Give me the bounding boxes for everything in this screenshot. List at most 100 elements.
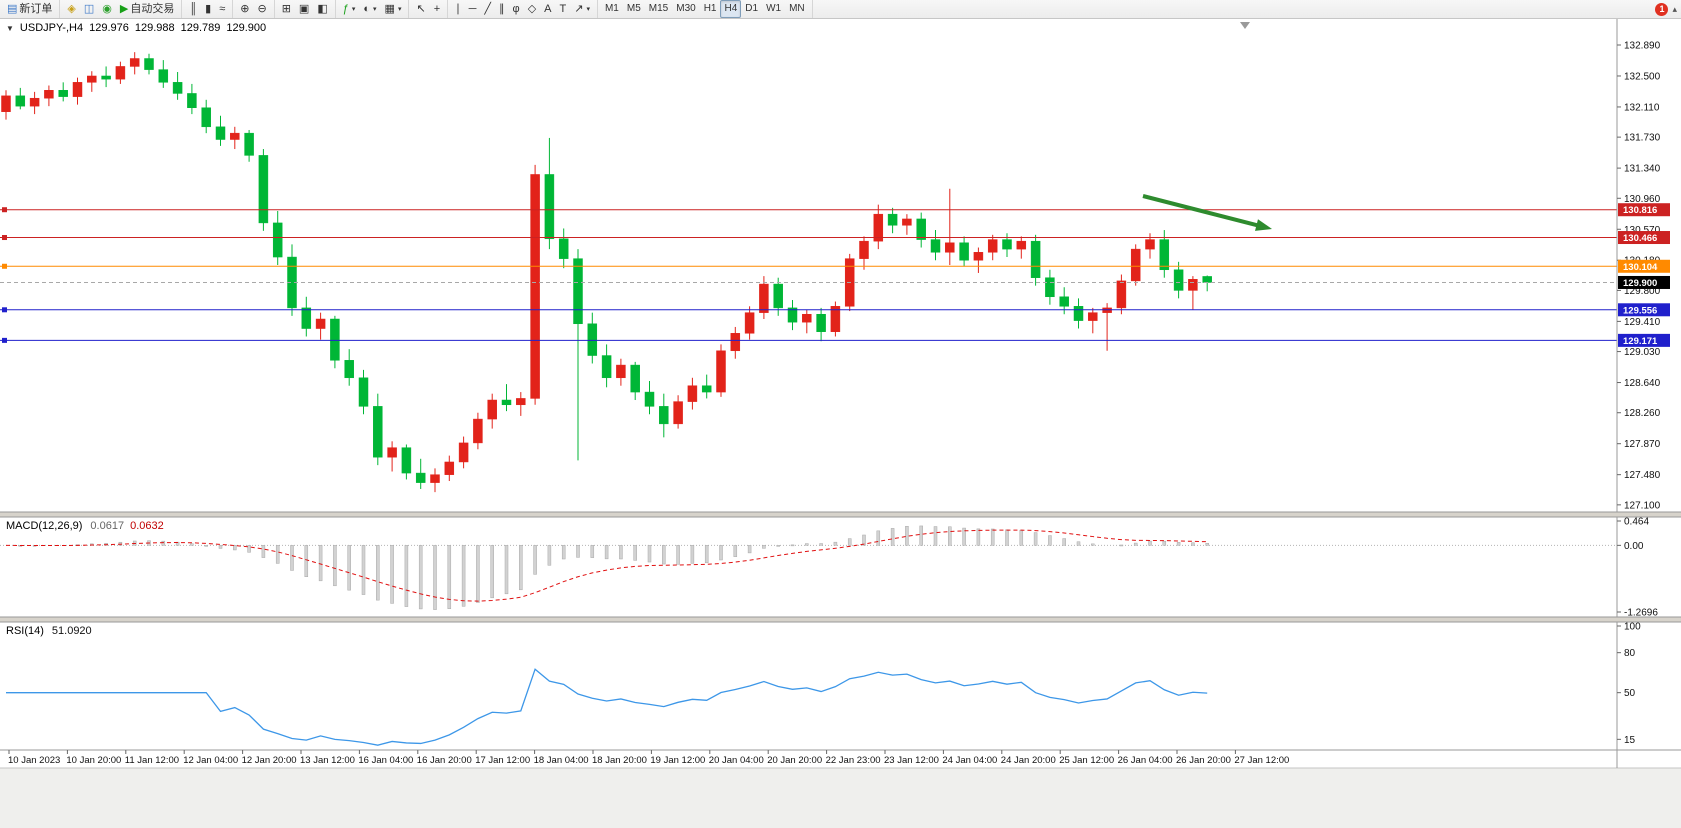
timeframe-m1-button[interactable]: M1 xyxy=(601,0,623,18)
resistance-line-1-badge[interactable]: 130.816 xyxy=(1618,203,1670,217)
resistance-line-1[interactable] xyxy=(0,207,1617,213)
zoom-out-icon: ⊖ xyxy=(257,2,267,15)
zoom-out-button[interactable]: ⊖ xyxy=(253,0,270,18)
channel-icon: ∥ xyxy=(499,2,505,15)
time-label: 24 Jan 04:00 xyxy=(942,755,997,766)
chevron-down-icon: ▾ xyxy=(397,6,402,13)
arrange-windows-button[interactable]: ▣ xyxy=(295,0,313,18)
market-watch-icon-button[interactable]: ◫ xyxy=(80,0,98,18)
timeframe-h4-button-label: H4 xyxy=(724,3,738,14)
crosshair-button[interactable]: + xyxy=(430,0,444,18)
tile-windows-button[interactable]: ⊞ xyxy=(278,0,295,18)
time-label: 23 Jan 12:00 xyxy=(884,755,939,766)
time-label: 12 Jan 20:00 xyxy=(242,755,297,766)
time-label: 20 Jan 20:00 xyxy=(767,755,822,766)
toolbar-group-windows: ⊞ ▣ ◧ xyxy=(275,0,336,18)
price-tick-label: 129.410 xyxy=(1624,317,1661,328)
periods-button[interactable]: ◐ ▾ xyxy=(359,0,380,18)
support-line-2-badge[interactable]: 129.171 xyxy=(1618,333,1670,347)
timeframe-m30-button[interactable]: M30 xyxy=(672,0,699,18)
pivot-line[interactable] xyxy=(0,263,1617,269)
channel-button[interactable]: ∥ xyxy=(495,0,509,18)
price-tick-label: 130.960 xyxy=(1624,194,1661,205)
shapes-icon: ◇ xyxy=(527,2,537,15)
timeframe-m30-button-label: M30 xyxy=(676,3,696,14)
cursor-button[interactable]: ↖ xyxy=(412,0,429,18)
auto-trading-button[interactable]: ▶ 自动交易 xyxy=(116,0,178,18)
cascade-windows-button[interactable]: ◧ xyxy=(313,0,331,18)
rsi-tick-label: 50 xyxy=(1624,688,1636,699)
templates-icon: ▦ xyxy=(384,2,395,15)
auto-trading-button-label: 自动交易 xyxy=(130,2,175,15)
timeframe-mn-button[interactable]: MN xyxy=(785,0,809,18)
candlestick-chart-button[interactable]: ▮ xyxy=(201,0,215,18)
window-bottom-strip xyxy=(0,768,1681,828)
indicator-window-icon-button[interactable]: ◈ xyxy=(63,0,79,18)
horizontal-line-icon: ─ xyxy=(468,2,477,15)
current-price-badge: 129.900 xyxy=(1618,275,1670,289)
indicators-button[interactable]: ƒ ▾ xyxy=(339,0,360,18)
macd-tick-label: 0.464 xyxy=(1624,517,1649,528)
time-label: 26 Jan 20:00 xyxy=(1176,755,1231,766)
timeframe-m15-button[interactable]: M15 xyxy=(645,0,672,18)
notification-badge[interactable]: 1 xyxy=(1655,2,1669,16)
toolbar-group-zoom: ⊕ ⊖ xyxy=(233,0,275,18)
periods-icon: ◐ xyxy=(363,2,371,15)
line-chart-button[interactable]: ≈ xyxy=(215,0,229,18)
metaeditor-icon-button[interactable]: ◉ xyxy=(98,0,116,18)
time-label: 26 Jan 04:00 xyxy=(1118,755,1173,766)
shapes-button[interactable]: ◇ xyxy=(524,0,540,18)
macd-panel: 0.464 0.00 -1.2696 xyxy=(0,517,1658,619)
bar-chart-button[interactable]: ║ xyxy=(185,0,201,18)
time-label: 16 Jan 04:00 xyxy=(358,755,413,766)
macd-tick-label: 0.00 xyxy=(1624,541,1644,552)
chart-shift-marker[interactable] xyxy=(1240,22,1250,29)
resistance-line-2-badge[interactable]: 130.466 xyxy=(1618,231,1670,245)
chart-background xyxy=(0,18,1681,768)
timeframe-h4-button[interactable]: H4 xyxy=(720,0,742,18)
templates-button[interactable]: ▦ ▾ xyxy=(381,0,406,18)
text-button[interactable]: A xyxy=(540,0,555,18)
arrows-button[interactable]: ↗ ▾ xyxy=(570,0,594,18)
label-button[interactable]: T xyxy=(556,0,571,18)
support-line-1-badge[interactable]: 129.556 xyxy=(1618,303,1670,317)
auto-trading-icon: ▶ xyxy=(119,2,129,15)
resistance-line-2[interactable] xyxy=(0,235,1617,241)
price-tick-label: 131.730 xyxy=(1624,133,1661,144)
metaeditor-icon-icon: ◉ xyxy=(102,2,112,15)
panel-separator[interactable] xyxy=(0,616,1681,623)
timeframe-m5-button[interactable]: M5 xyxy=(623,0,645,18)
toolbar-right: 1 ▴ xyxy=(1655,2,1681,16)
timeframe-w1-button[interactable]: W1 xyxy=(762,0,785,18)
support-line-1[interactable] xyxy=(0,307,1617,313)
macd-signal-line xyxy=(5,529,1208,602)
rsi-tick-label: 100 xyxy=(1624,622,1641,633)
horizontal-line-button[interactable]: ─ xyxy=(465,0,481,18)
time-label: 27 Jan 12:00 xyxy=(1234,755,1289,766)
vertical-line-button[interactable]: ∣ xyxy=(451,0,465,18)
timeframe-d1-button[interactable]: D1 xyxy=(741,0,762,18)
fibonacci-button[interactable]: φ xyxy=(509,0,524,18)
trend-arrow[interactable] xyxy=(1142,194,1272,231)
trendline-button[interactable]: ╱ xyxy=(480,0,495,18)
price-tick-label: 132.500 xyxy=(1624,71,1661,82)
vertical-line-icon: ∣ xyxy=(455,2,461,15)
new-order-button[interactable]: ▤ 新订单 xyxy=(3,0,56,18)
trendline-icon: ╱ xyxy=(484,2,492,15)
price-tick-label: 128.260 xyxy=(1624,408,1661,419)
time-label: 17 Jan 12:00 xyxy=(475,755,530,766)
toolbar-group-trade: ▤ 新订单 xyxy=(0,0,61,18)
support-line-2[interactable] xyxy=(0,337,1617,343)
price-tick-label: 131.340 xyxy=(1624,164,1661,175)
timeframe-h1-button[interactable]: H1 xyxy=(700,0,721,18)
price-tick-label: 127.480 xyxy=(1624,470,1661,481)
chart-collapse-icon[interactable]: ▼ xyxy=(6,23,14,33)
pivot-line-badge[interactable]: 130.104 xyxy=(1618,259,1670,273)
panel-separator[interactable] xyxy=(0,511,1681,518)
arrows-icon: ↗ xyxy=(574,2,584,15)
toolbar-overflow-icon[interactable]: ▴ xyxy=(1672,3,1677,14)
time-axis: 10 Jan 2023 10 Jan 20:00 11 Jan 12:00 12 Ja… xyxy=(0,749,1681,766)
rsi-panel: 100 80 50 15 xyxy=(6,622,1641,746)
zoom-in-button[interactable]: ⊕ xyxy=(236,0,253,18)
